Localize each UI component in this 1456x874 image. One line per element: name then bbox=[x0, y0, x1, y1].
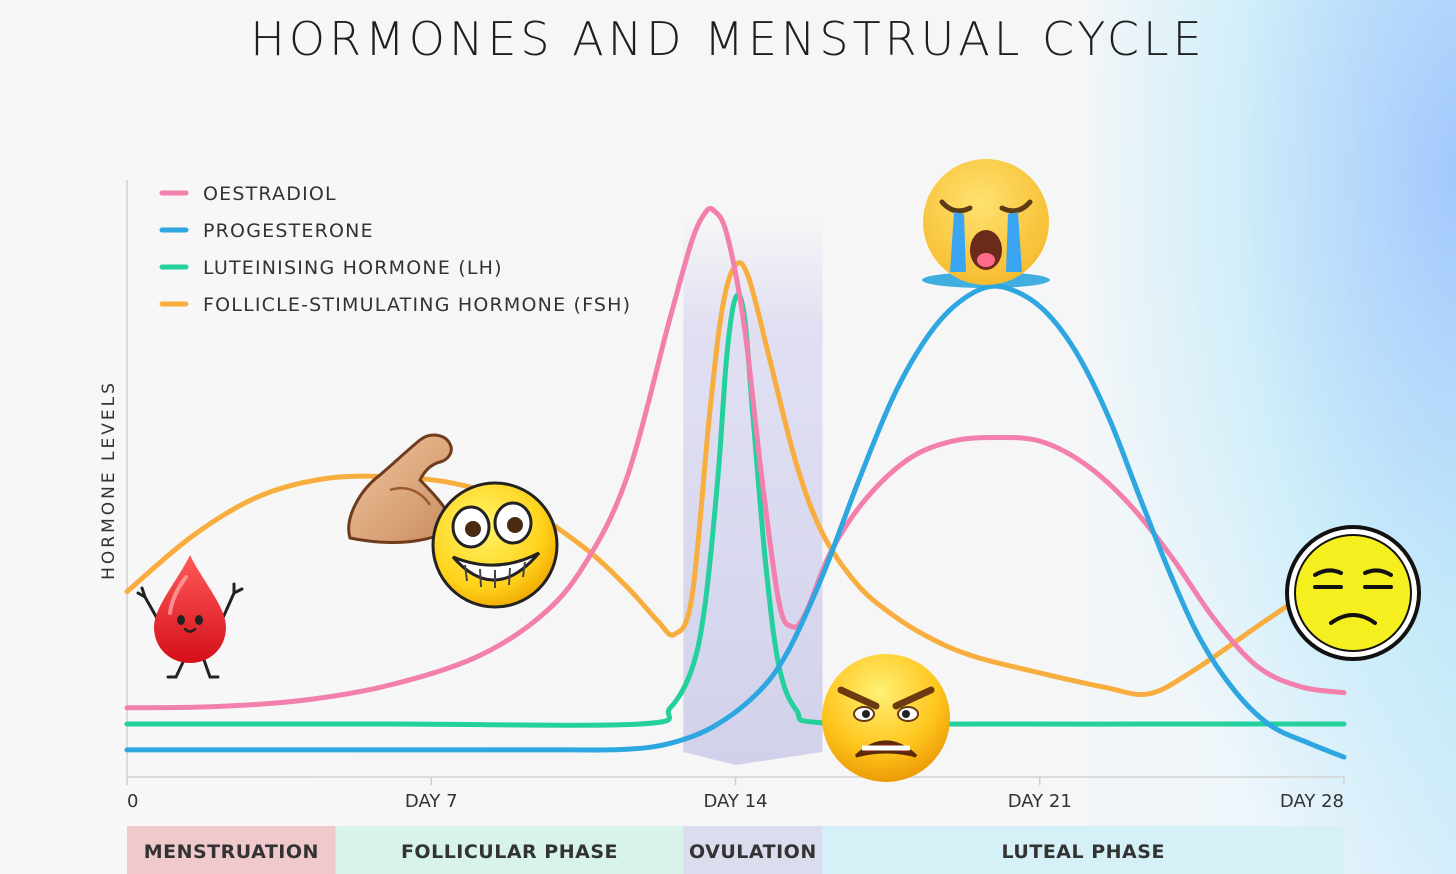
phase-ovulation-block bbox=[683, 826, 823, 874]
phase-follicular-phase-block bbox=[335, 826, 684, 874]
phase-menstruation-label: MENSTRUATION bbox=[144, 841, 319, 863]
phase-luteal-phase-label: LUTEAL PHASE bbox=[1002, 841, 1165, 863]
phase-menstruation-block bbox=[127, 826, 336, 874]
legend: OESTRADIOL PROGESTERONE LUTEINISING HORMON… bbox=[159, 183, 631, 316]
legend-label: OESTRADIOL bbox=[203, 183, 337, 205]
phase-ovulation-label: OVULATION bbox=[689, 841, 817, 863]
y-axis-label: HORMONE LEVELS bbox=[99, 380, 119, 580]
angry-face-icon bbox=[822, 654, 950, 782]
x-tick-label: 0 bbox=[127, 791, 138, 812]
legend-label: FOLLICLE-STIMULATING HORMONE (FSH) bbox=[203, 294, 631, 316]
blood-drop-icon bbox=[136, 555, 244, 679]
x-tick-label: DAY 28 bbox=[1280, 791, 1344, 812]
legend-label: LUTEINISING HORMONE (LH) bbox=[203, 257, 503, 279]
legend-label: PROGESTERONE bbox=[203, 220, 374, 242]
unamused-face-icon bbox=[1285, 525, 1421, 661]
x-tick-label: DAY 21 bbox=[1008, 791, 1072, 812]
series-line-oestradiol bbox=[124, 205, 1347, 711]
series-line-progesterone bbox=[124, 283, 1347, 760]
phase-bar: MENSTRUATION FOLLICULAR PHASE OVULATION LUT… bbox=[127, 826, 1344, 874]
x-tick-label: DAY 14 bbox=[703, 791, 767, 812]
phase-follicular-phase-label: FOLLICULAR PHASE bbox=[401, 841, 618, 863]
chart-title: HORMONES AND MENSTRUAL CYCLE bbox=[250, 12, 1206, 66]
phase-luteal-phase-block bbox=[822, 826, 1344, 874]
x-axis-ticks: 0 DAY 7 DAY 14 DAY 21 DAY 28 bbox=[126, 777, 1345, 812]
crying-face-icon bbox=[922, 159, 1050, 288]
grinning-face-icon bbox=[431, 481, 559, 609]
x-tick-label: DAY 7 bbox=[405, 791, 458, 812]
series-layer bbox=[124, 205, 1347, 760]
